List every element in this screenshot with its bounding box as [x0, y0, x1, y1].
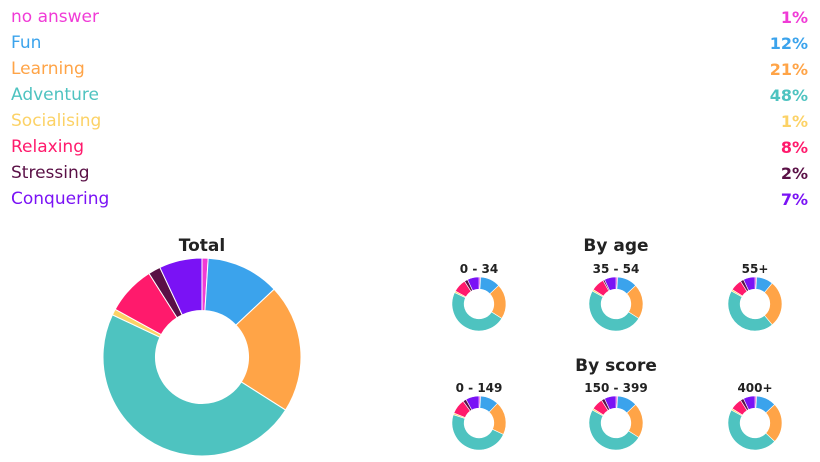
age-group-label-0-34: 0 - 34	[459, 262, 499, 276]
legend-value: 1%	[780, 7, 808, 27]
legend-value: 2%	[780, 163, 808, 183]
score-400-plus-donut-chart	[727, 395, 783, 451]
score-150-399-donut-chart	[588, 395, 644, 451]
donut-slice-adventure	[588, 290, 640, 332]
score-group-label-150-399: 150 - 399	[584, 381, 648, 395]
donut-slice-adventure	[451, 414, 504, 451]
legend-label: Conquering	[11, 189, 110, 209]
legend-value: 8%	[780, 137, 808, 157]
score-group-label-400-plus: 400+	[737, 381, 773, 395]
legend-label: Adventure	[11, 85, 99, 105]
legend-value: 1%	[780, 111, 808, 131]
legend-item-fun: Fun 12%	[11, 30, 808, 56]
donut-slice-adventure	[588, 409, 640, 451]
age-group-label-55-plus: 55+	[741, 262, 769, 276]
donut-slice-conquering	[604, 395, 617, 410]
score-0-149-donut-chart	[451, 395, 507, 451]
donut-slice-conquering	[159, 257, 203, 316]
legend-item-conquering: Conquering 7%	[11, 186, 808, 212]
legend-value: 7%	[780, 189, 808, 209]
legend: no answer 1% Fun 12% Learning 21% Advent…	[11, 4, 808, 212]
donut-slice-learning	[235, 288, 302, 411]
donut-slice-conquering	[467, 276, 480, 291]
donut-slice-adventure	[451, 292, 503, 332]
by-score-title: By score	[575, 356, 657, 376]
legend-item-learning: Learning 21%	[11, 56, 808, 82]
legend-value: 12%	[769, 33, 808, 53]
total-chart-title: Total	[178, 236, 226, 256]
legend-item-adventure: Adventure 48%	[11, 82, 808, 108]
total-donut-chart	[102, 257, 302, 457]
legend-label: Stressing	[11, 163, 90, 183]
age-0-34-donut-chart	[451, 276, 507, 332]
by-age-title: By age	[583, 236, 649, 256]
legend-label: Relaxing	[11, 137, 84, 157]
legend-item-no-answer: no answer 1%	[11, 4, 808, 30]
legend-label: Socialising	[11, 111, 102, 131]
age-35-54-donut-chart	[588, 276, 644, 332]
donut-slice-adventure	[727, 290, 773, 332]
legend-label: Fun	[11, 33, 42, 53]
donut-slice-adventure	[102, 314, 287, 457]
legend-item-relaxing: Relaxing 8%	[11, 134, 808, 160]
legend-label: no answer	[11, 7, 99, 27]
donut-slice-conquering	[604, 276, 617, 291]
donut-slice-conquering	[743, 395, 756, 410]
legend-item-socialising: Socialising 1%	[11, 108, 808, 134]
legend-value: 21%	[769, 59, 808, 79]
legend-value: 48%	[769, 85, 808, 105]
donut-slice-conquering	[465, 395, 480, 411]
donut-slice-adventure	[727, 409, 776, 451]
score-group-label-0-149: 0 - 149	[455, 381, 503, 395]
legend-label: Learning	[11, 59, 85, 79]
age-55-plus-donut-chart	[727, 276, 783, 332]
legend-item-stressing: Stressing 2%	[11, 160, 808, 186]
donut-slice-conquering	[743, 276, 756, 291]
age-group-label-35-54: 35 - 54	[592, 262, 640, 276]
